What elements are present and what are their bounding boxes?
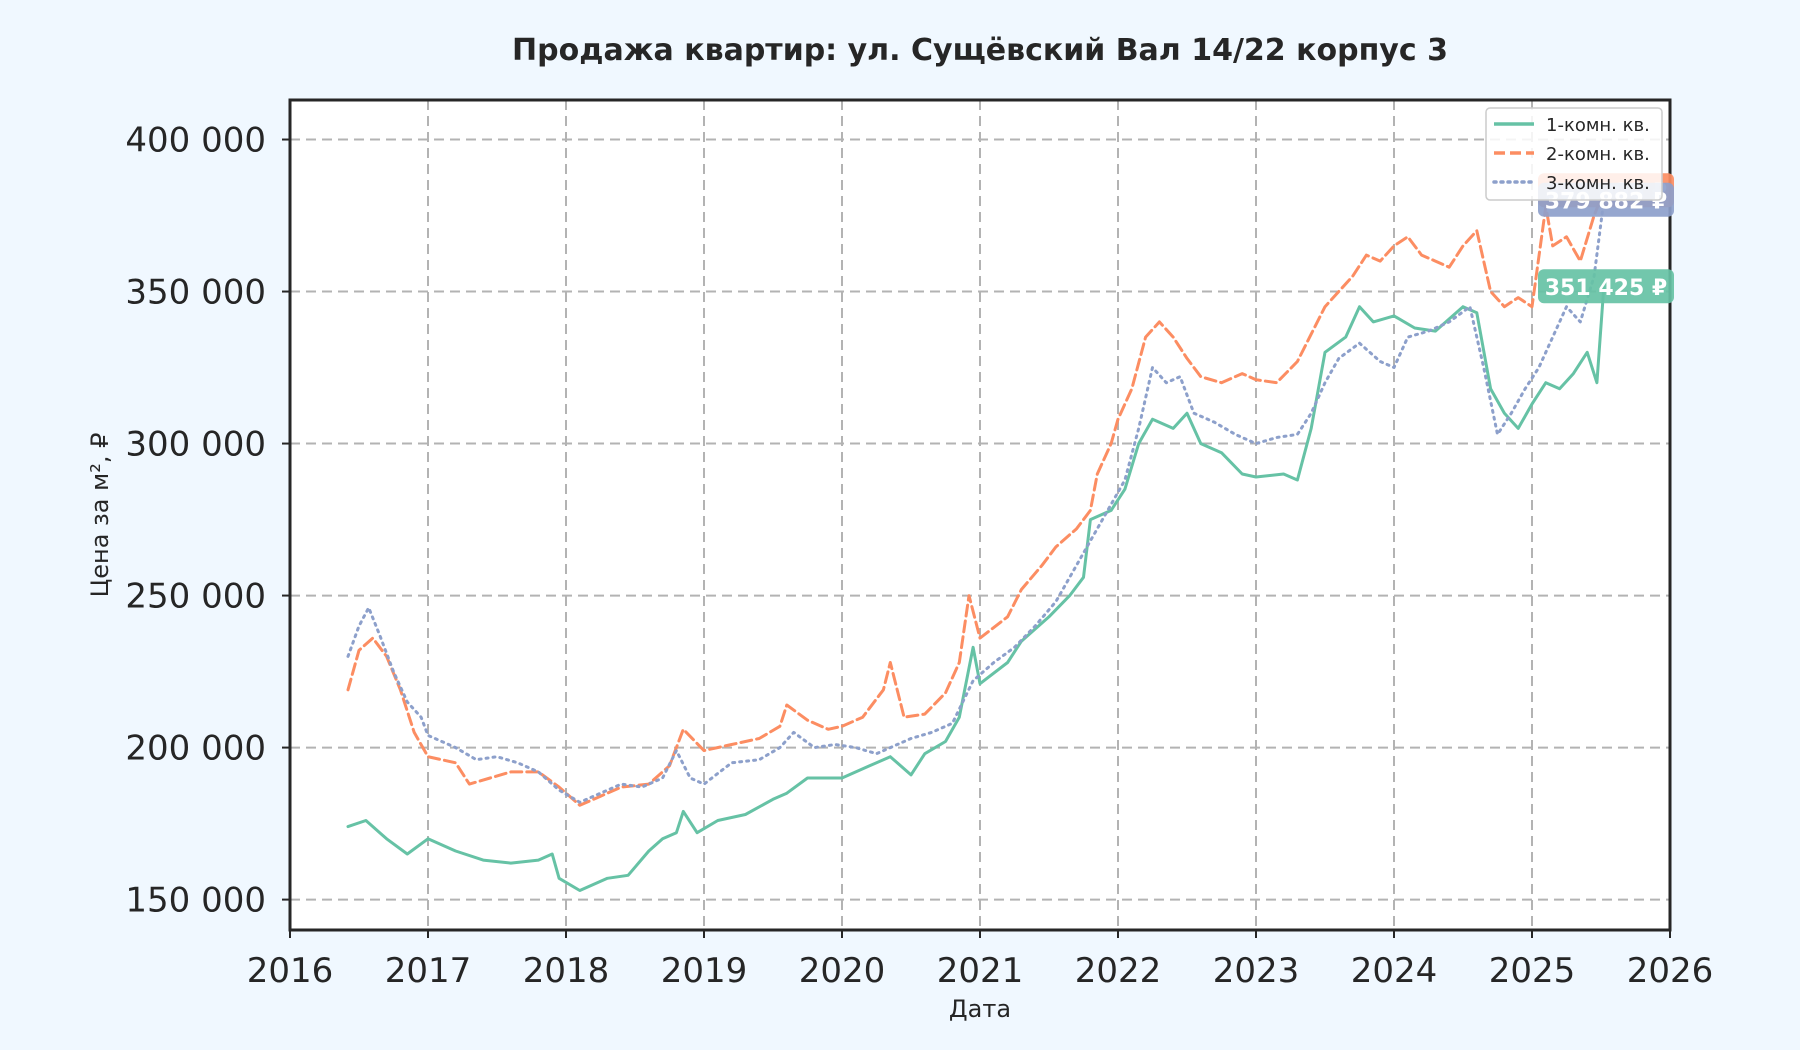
y-tick-label: 200 000 bbox=[125, 729, 266, 769]
y-tick-label: 400 000 bbox=[125, 121, 266, 161]
series-line-2 bbox=[346, 189, 1606, 807]
series-line-1 bbox=[346, 285, 1606, 892]
legend-label-2: 2-комн. кв. bbox=[1546, 144, 1650, 165]
x-tick-label: 2021 bbox=[937, 951, 1024, 991]
y-tick-label: 250 000 bbox=[125, 577, 266, 617]
x-tick-label: 2016 bbox=[247, 951, 334, 991]
y-axis-ticks: 150 000 200 000 250 000 300 000 350 000 400 0… bbox=[125, 121, 290, 921]
legend-label-3: 3-комн. кв. bbox=[1546, 173, 1650, 194]
x-tick-label: 2025 bbox=[1489, 951, 1576, 991]
chart-title: Продажа квартир: ул. Сущёвский Вал 14/22… bbox=[512, 33, 1448, 68]
legend-box bbox=[1485, 107, 1663, 201]
x-tick-label: 2022 bbox=[1075, 951, 1162, 991]
series-line-3 bbox=[346, 199, 1606, 804]
end-badge-1: 351 425 ₽ bbox=[1538, 269, 1674, 304]
series-lines bbox=[346, 189, 1606, 892]
y-tick-label: 150 000 bbox=[125, 881, 266, 921]
x-tick-label: 2020 bbox=[799, 951, 886, 991]
y-tick-label: 300 000 bbox=[125, 425, 266, 465]
legend-label-1: 1-комн. кв. bbox=[1546, 115, 1650, 136]
x-tick-label: 2019 bbox=[661, 951, 748, 991]
x-tick-label: 2026 bbox=[1627, 951, 1714, 991]
x-tick-label: 2018 bbox=[523, 951, 610, 991]
legend: 1-комн. кв. 2-комн. кв. 3-комн. кв. bbox=[1485, 107, 1663, 201]
x-axis-title: Дата bbox=[949, 995, 1011, 1023]
x-tick-label: 2017 bbox=[385, 951, 472, 991]
y-axis-title: Цена за м², ₽ bbox=[86, 433, 114, 598]
x-tick-label: 2024 bbox=[1351, 951, 1438, 991]
y-tick-label: 350 000 bbox=[125, 273, 266, 313]
x-tick-label: 2023 bbox=[1213, 951, 1300, 991]
end-badge-bg-1 bbox=[1538, 269, 1674, 304]
end-badge-label-1: 351 425 ₽ bbox=[1545, 276, 1667, 301]
x-axis-ticks: 2016 2017 2018 2019 2020 2021 2022 2023 2024 2025… bbox=[247, 930, 1714, 991]
